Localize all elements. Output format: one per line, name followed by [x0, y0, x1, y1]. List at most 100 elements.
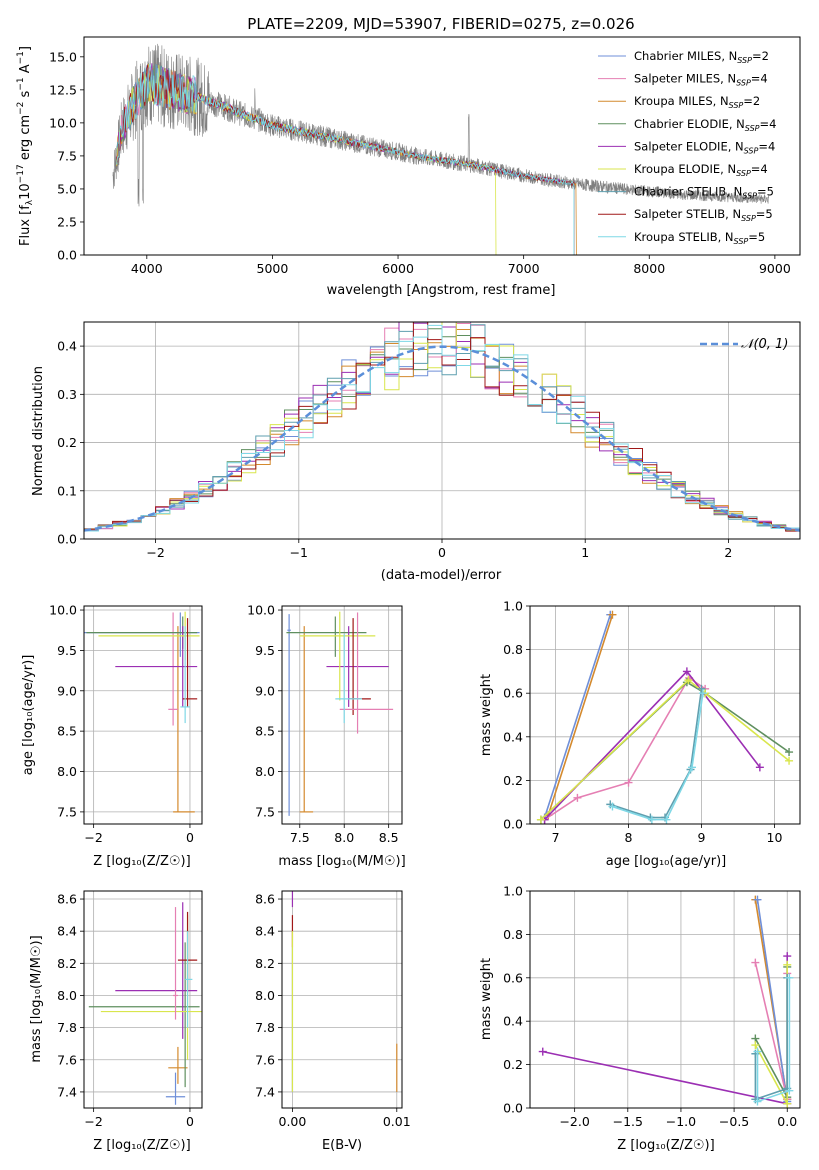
y-tick-label: 0.2 — [503, 1057, 523, 1072]
x-tick-label: −2 — [146, 545, 164, 560]
plot-area — [112, 43, 769, 255]
y-tick-label: 7.8 — [255, 1020, 275, 1035]
y-tick-label: 8.0 — [57, 764, 77, 779]
legend-subscript: SSP — [734, 237, 749, 246]
y-tick-label: 8.4 — [255, 924, 275, 939]
legend-value: =4 — [758, 139, 775, 153]
weight-point — [785, 748, 794, 757]
weight-point — [608, 610, 617, 619]
x-tick-label: 0.0 — [777, 1114, 797, 1129]
agez-xlabel: Z [log₁₀(Z/Z☉)] — [93, 854, 190, 869]
y-tick-label: 7.6 — [57, 1052, 77, 1067]
legend-label: Chabrier MILES, NSSP=2 — [634, 49, 769, 65]
x-tick-label: 0 — [186, 830, 194, 845]
x-tick-label: 4000 — [131, 261, 163, 276]
y-tick-label: 0.2 — [503, 773, 523, 788]
y-tick-label: 8.2 — [57, 956, 77, 971]
legend-subscript: SSP — [737, 56, 752, 65]
agez-ylabel: age [log₁₀(age/yr)] — [21, 655, 36, 776]
massz-ylabel: mass [log₁₀(M/M☉)] — [29, 935, 44, 1062]
weight-line — [540, 679, 790, 821]
legend-value: =2 — [743, 94, 760, 108]
y-tick-label: 0.6 — [503, 686, 523, 701]
x-tick-label: 1 — [581, 545, 589, 560]
weight-point — [755, 763, 764, 772]
weightage-xlabel: age [log₁₀(age/yr)] — [606, 854, 727, 869]
weight-point — [573, 793, 582, 802]
residual-histogram — [84, 324, 800, 532]
y-tick-label: 2.5 — [57, 214, 77, 229]
weight-point — [753, 1097, 762, 1106]
y-tick-label: 9.0 — [57, 683, 77, 698]
x-tick-label: −0.5 — [719, 1114, 749, 1129]
weight-point — [688, 763, 696, 772]
weight-point — [783, 960, 792, 969]
y-tick-label: 0.4 — [57, 339, 77, 354]
legend-subscript: SSP — [745, 124, 760, 133]
weight-point — [624, 778, 633, 787]
massebv-xlabel: E(B-V) — [322, 1138, 362, 1153]
y-tick-label: 0.8 — [503, 927, 523, 942]
weight-point — [785, 756, 794, 765]
y-tick-label: 7.5 — [57, 148, 77, 163]
residual-histogram — [84, 322, 800, 532]
weight-point — [697, 684, 706, 693]
gaussian-legend-label: 𝒩(0, 1) — [741, 337, 788, 352]
y-tick-label: 0.2 — [57, 435, 77, 450]
y-tick-label: 0.4 — [503, 729, 523, 744]
y-tick-label: 9.5 — [255, 643, 275, 658]
y-tick-label: 0.4 — [503, 1014, 523, 1029]
y-tick-label: 1.0 — [503, 884, 523, 899]
plot-area — [84, 322, 800, 532]
y-tick-label: 7.4 — [57, 1084, 77, 1099]
y-tick-label: 0.1 — [57, 483, 77, 498]
y-tick-label: 10.0 — [49, 603, 77, 618]
y-tick-label: 8.6 — [255, 892, 275, 907]
residuals-xlabel: (data-model)/error — [381, 568, 502, 583]
weight-point — [682, 667, 691, 676]
legend-label: Salpeter ELODIE, NSSP=4 — [634, 139, 775, 155]
legend-subscript: SSP — [744, 146, 759, 155]
legend-value: =2 — [752, 49, 769, 63]
weightage-ylabel: mass weight — [479, 674, 494, 756]
x-tick-label: 5000 — [257, 261, 289, 276]
age-vs-metallicity-panel: −2 0 7.5 8.0 8.5 9.0 9.5 10.0 Z [log₁₀(Z/Z☉)] a… — [21, 603, 203, 869]
x-tick-label: 8000 — [633, 261, 665, 276]
x-tick-label: 7 — [552, 830, 560, 845]
x-tick-label: 0.00 — [279, 1114, 307, 1129]
weight-point — [785, 973, 794, 982]
spectrum-xlabel: wavelength [Angstrom, rest frame] — [327, 283, 556, 298]
axes-frame — [83, 605, 203, 825]
weight-point — [753, 1047, 762, 1056]
y-tick-label: 1.0 — [503, 599, 523, 614]
legend-value: =4 — [751, 72, 768, 86]
axes-frame — [281, 605, 403, 825]
age-vs-mass-panel: 7.5 8.0 8.5 7.5 8.0 8.5 9.0 9.5 10.0 mass [log₁₀… — [247, 603, 406, 869]
axes-frame — [83, 890, 203, 1109]
legend-label: Kroupa ELODIE, NSSP=4 — [634, 162, 768, 178]
x-tick-label: −1.5 — [613, 1114, 643, 1129]
axes-frame — [83, 36, 801, 256]
x-tick-label: 6000 — [382, 261, 414, 276]
y-tick-label: 10.0 — [49, 115, 77, 130]
residuals-legend: 𝒩(0, 1) — [700, 337, 788, 352]
x-tick-label: 10 — [767, 830, 783, 845]
x-tick-label: 2 — [724, 545, 732, 560]
y-tick-label: 8.0 — [255, 988, 275, 1003]
plot-area — [88, 902, 202, 1105]
y-tick-label: 8.5 — [255, 724, 275, 739]
legend-label: Chabrier STELIB, NSSP=5 — [634, 185, 774, 201]
legend-value: =5 — [748, 230, 765, 244]
legend-label: Kroupa STELIB, NSSP=5 — [634, 230, 765, 246]
y-tick-label: 0.6 — [503, 970, 523, 985]
axes-frame — [529, 605, 801, 825]
weight-point — [684, 676, 693, 685]
x-tick-label: −1.0 — [666, 1114, 696, 1129]
weight-point — [783, 1099, 792, 1108]
x-tick-label: −1 — [290, 545, 308, 560]
model-spectrum-line — [116, 64, 575, 255]
y-tick-label: 7.5 — [255, 804, 275, 819]
weight-point — [647, 815, 656, 824]
x-tick-label: 7.5 — [290, 830, 310, 845]
